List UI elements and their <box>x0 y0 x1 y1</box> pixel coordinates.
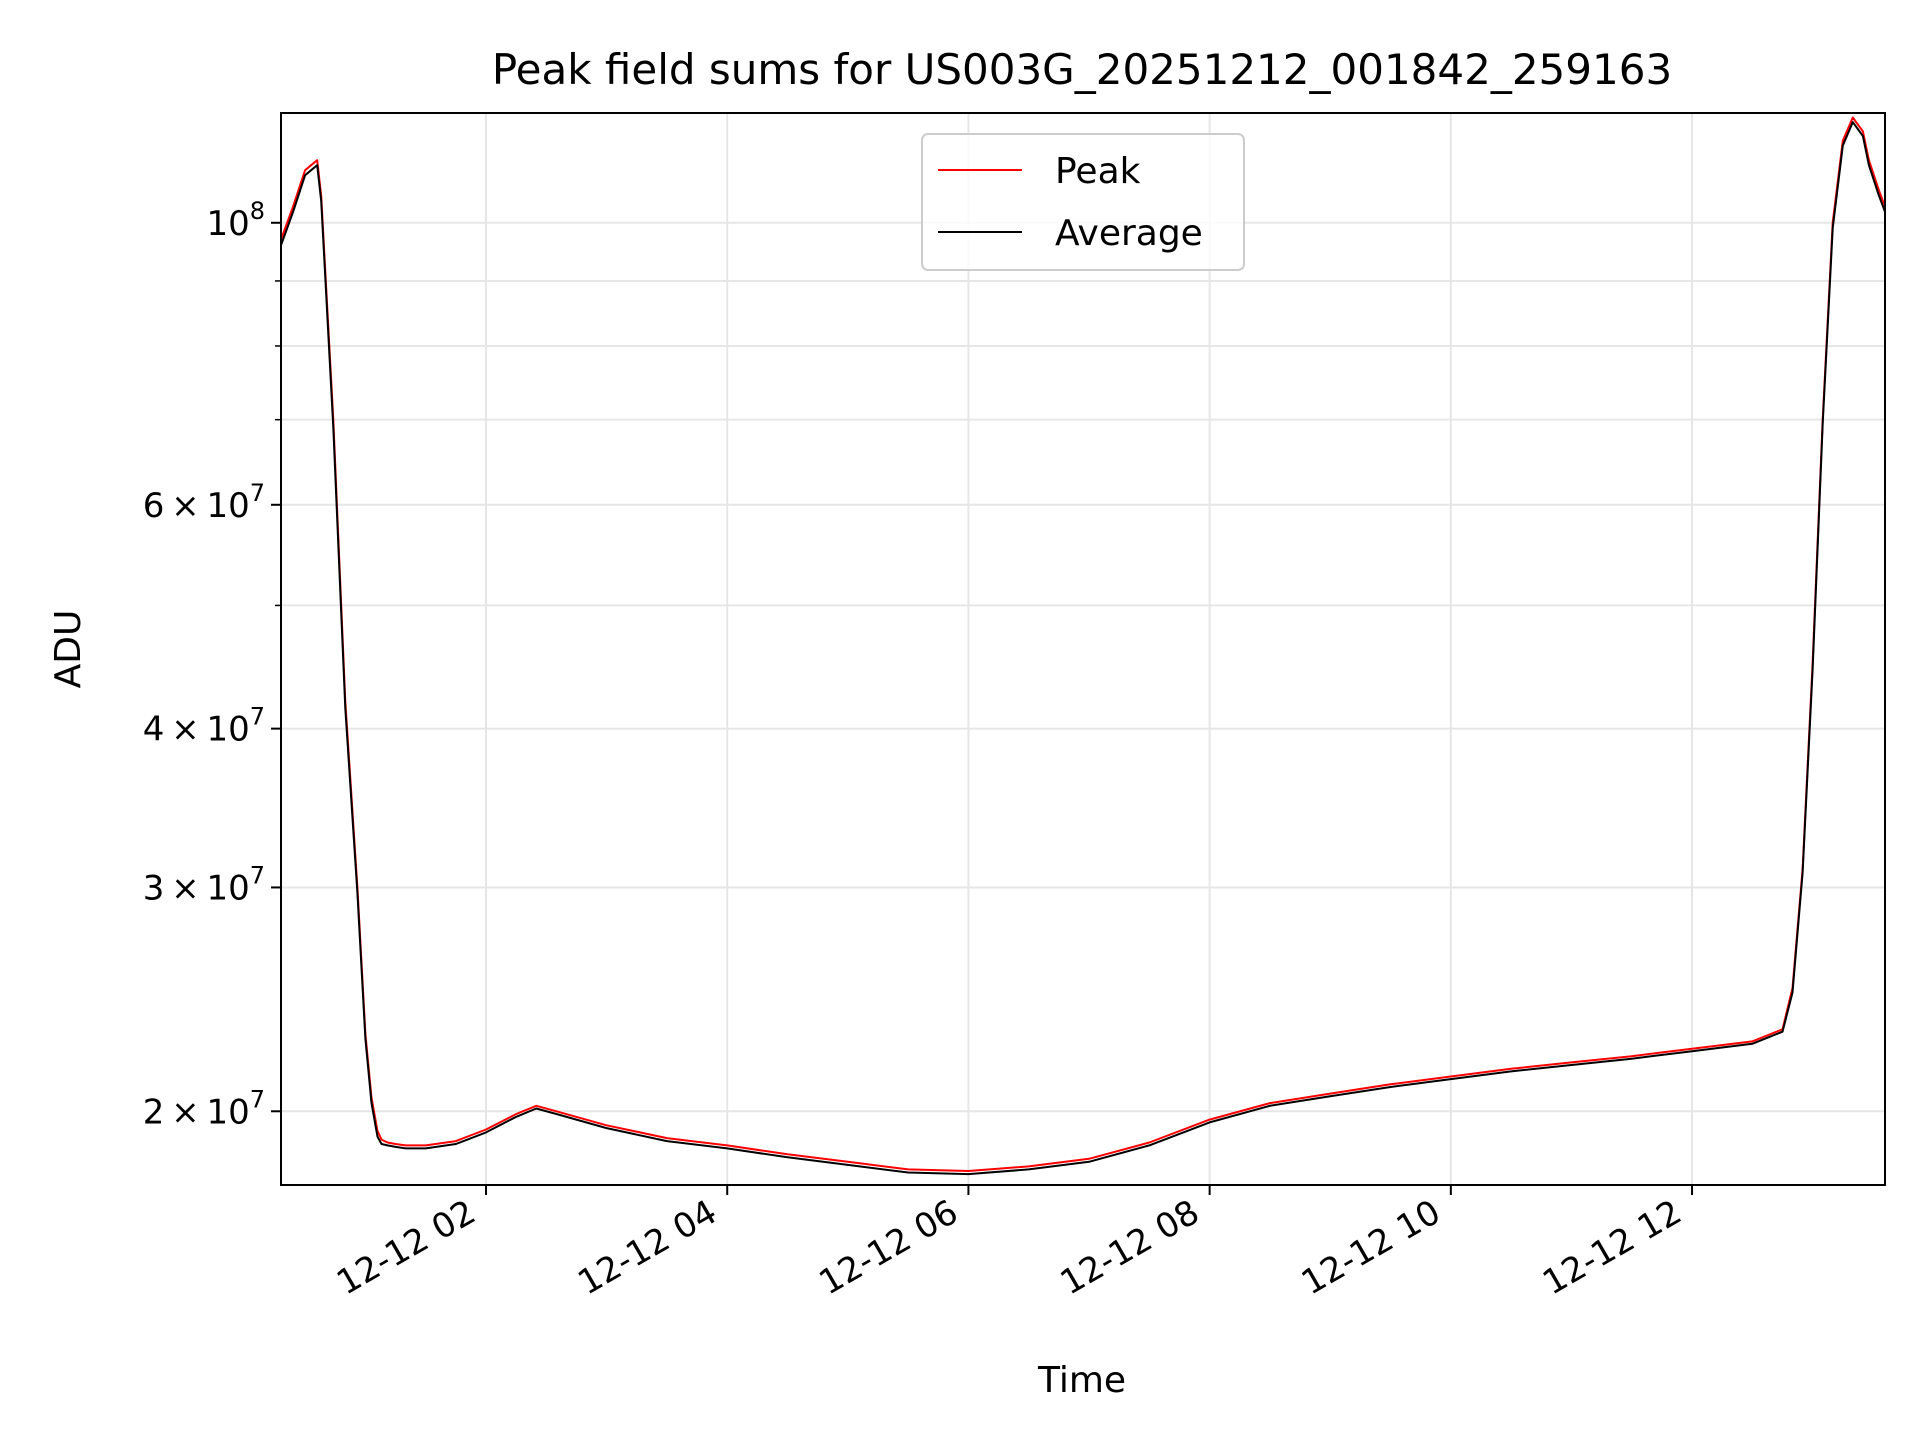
y-tick-label: 4 × 107 <box>143 703 265 750</box>
y-tick-label: 3 × 107 <box>143 861 265 908</box>
x-axis-label: Time <box>1037 1360 1126 1401</box>
legend-label-peak: Peak <box>1055 151 1141 192</box>
chart-title: Peak field sums for US003G_20251212_0018… <box>492 45 1672 94</box>
y-tick-label: 6 × 107 <box>143 479 265 526</box>
y-tick-label: 108 <box>206 197 265 244</box>
axes-frame <box>280 112 1886 1186</box>
series-line-average <box>280 121 1886 1176</box>
legend-label-average: Average <box>1055 213 1203 254</box>
y-tick-label: 2 × 107 <box>143 1085 265 1132</box>
series-layer <box>280 116 1886 1176</box>
y-axis-label: ADU <box>48 610 89 689</box>
legend-box <box>921 133 1245 271</box>
legend: Peak Average <box>921 133 1245 271</box>
